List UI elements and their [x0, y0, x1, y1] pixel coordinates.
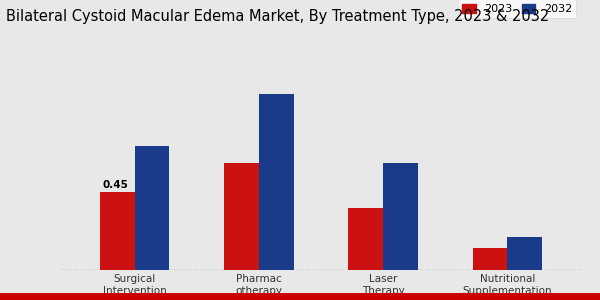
Bar [259, 94, 293, 270]
Legend: 2023, 2032: 2023, 2032 [458, 0, 577, 18]
Bar [383, 163, 418, 270]
Bar [508, 237, 542, 270]
Bar [224, 163, 259, 270]
Bar [134, 146, 169, 270]
Bar [100, 192, 134, 270]
Text: 0.45: 0.45 [103, 180, 129, 190]
Bar [473, 248, 508, 270]
Bar [349, 208, 383, 270]
Text: Bilateral Cystoid Macular Edema Market, By Treatment Type, 2023 & 2032: Bilateral Cystoid Macular Edema Market, … [6, 9, 549, 24]
